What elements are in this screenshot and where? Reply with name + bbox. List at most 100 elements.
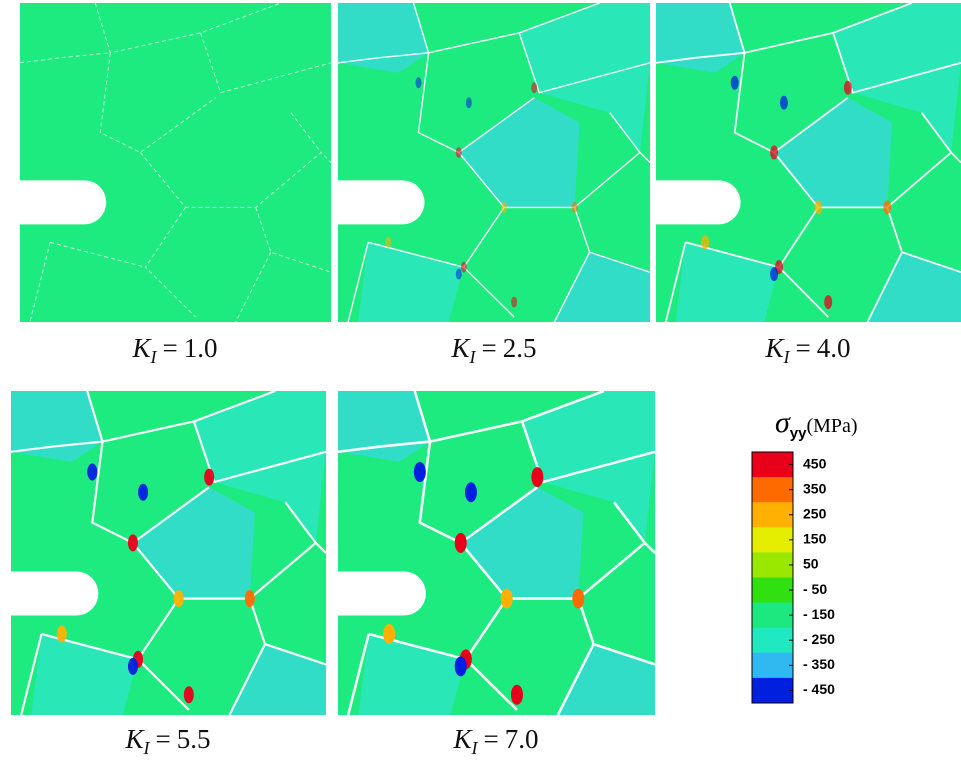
colorbar-tick-label: - 350 [803,656,835,672]
contour-panel [338,391,655,715]
stress-hotspot [883,200,892,215]
grain-boundary [235,251,272,322]
stress-hotspot [824,295,833,310]
stress-hotspot [127,534,138,552]
notch [338,180,425,225]
grain-boundary [290,112,322,153]
grain-boundary [86,391,276,443]
label-symbol: K [765,333,786,363]
stress-patch [458,97,580,208]
colorbar-band [752,652,793,679]
stress-hotspot [770,267,779,282]
stress-hotspot [413,462,426,482]
stress-patch [675,242,779,322]
colorbar-band [752,602,793,629]
label-symbol: K [125,724,146,754]
panel-label: KI = 2.5 [451,333,537,367]
grain-boundary [99,52,216,154]
label-value: 1.0 [184,333,218,363]
grain-boundary [613,501,646,544]
label-equals: = [796,333,811,363]
grain-boundary [553,251,591,322]
colorbar-tick-label: - 50 [803,581,827,597]
colorbar-band [752,477,793,503]
contour-panel [338,3,650,322]
panel-label: KI = 5.5 [125,724,211,758]
label-subscript: I [783,347,791,367]
panel-label: KI = 7.0 [453,724,539,758]
stress-hotspot [455,268,462,280]
colorbar-band [752,552,793,578]
grain-boundary [556,643,595,715]
notch [656,180,741,225]
stress-patch [460,487,584,599]
grain-boundary [284,501,317,544]
stress-hotspot [454,656,467,677]
stress-hotspot [183,686,194,704]
grain-boundary [832,32,961,94]
grain-boundary [11,440,103,453]
colorbar-tick-label: 150 [803,531,827,547]
stress-patch [132,487,255,599]
label-value: 2.5 [503,333,537,363]
panel-label: KI = 1.0 [132,333,218,367]
stress-hotspot [173,590,184,608]
stress-patch [193,391,326,483]
stress-patch [519,3,650,93]
stress-hotspot [531,467,544,488]
colorbar-tick-label: 450 [803,455,827,471]
label-subscript: I [143,738,151,758]
grain-boundary [255,207,331,273]
colorbar-band [752,627,793,654]
grain-boundary [338,52,429,64]
label-value: 5.5 [177,724,211,754]
grain-boundary [346,633,370,715]
colorbar-tick-label: - 150 [803,606,835,622]
grain-boundary [733,52,849,154]
grain-boundary [920,112,952,154]
stress-patch [867,252,961,322]
stress-patch [774,97,893,208]
label-equals: = [163,333,178,363]
stress-hotspot [510,684,523,705]
grain-boundary [91,441,210,545]
stress-hotspot [843,80,852,95]
stress-hotspot [244,590,255,608]
grain-boundary [412,3,600,54]
grain-boundary [20,633,43,715]
grain-boundary [685,241,780,269]
grain-boundary [94,3,281,54]
stress-patch [358,634,466,715]
label-subscript: I [469,347,477,367]
grain-boundary [866,251,903,322]
stress-hotspot [87,463,98,481]
panel-label: KI = 4.0 [765,333,851,367]
grain-boundary [192,421,326,484]
grain-boundary [518,32,650,94]
stress-hotspot [415,77,422,89]
colorbar-tick-label: - 250 [803,631,835,647]
label-equals: = [156,724,171,754]
colorbar-band [752,577,793,604]
grain-boundary [417,52,535,154]
label-symbol: K [453,724,474,754]
stress-patch [833,3,961,93]
stress-hotspot [701,235,710,250]
colorbar-symbol: σ [775,406,791,439]
grain-boundary [49,241,146,268]
stress-hotspot [127,657,138,675]
colorbar-frame [751,451,794,704]
contour-panel [11,391,326,715]
stress-hotspot [464,482,477,503]
colorbar-band [752,452,793,478]
colorbar-tick-label: 350 [803,480,827,496]
colorbar-subscript: yy [790,425,807,442]
contour-panel [656,3,961,322]
label-equals: = [482,333,497,363]
stress-hotspot [531,82,538,94]
panel-bg [20,3,331,322]
stress-hotspot [383,624,396,644]
colorbar-tick-label: 250 [803,505,827,521]
stress-patch [31,634,138,715]
